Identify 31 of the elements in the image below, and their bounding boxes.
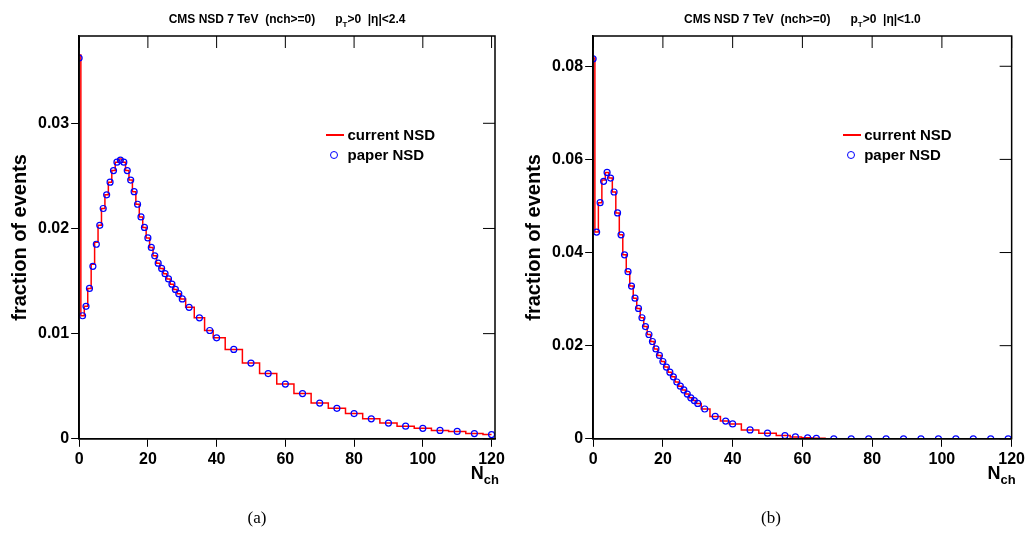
x-tick-label: 80 [345, 449, 364, 467]
x-tick-label: 0 [588, 449, 598, 467]
x-tick-label: 100 [928, 449, 956, 467]
y-axis-title: fraction of events [7, 154, 30, 321]
y-tick-label: 0.06 [552, 149, 584, 167]
x-tick-label: 20 [653, 449, 672, 467]
text: (b) [760, 508, 782, 528]
x-tick-label: 0 [74, 449, 84, 467]
legend-label: paper NSD [864, 144, 941, 165]
legend-label: paper NSD [347, 144, 425, 165]
x-tick-label: 80 [863, 449, 882, 467]
y-tick-label: 0.02 [38, 218, 70, 236]
y-tick-label: 0 [60, 429, 70, 447]
x-tick-label: 60 [276, 449, 295, 467]
legend-label: current NSD [347, 124, 435, 145]
y-tick-label: 0 [574, 429, 584, 447]
x-tick-label: 20 [138, 449, 157, 467]
x-tick-label: 120 [478, 449, 506, 467]
x-tick-label: 40 [723, 449, 742, 467]
x-tick-label: 40 [207, 449, 226, 467]
y-tick-label: 0.01 [38, 324, 70, 342]
y-tick-label: 0.08 [552, 56, 584, 74]
x-tick-label: 100 [409, 449, 437, 467]
y-axis-title: fraction of events [521, 154, 544, 321]
y-tick-label: 0.02 [552, 336, 584, 354]
x-tick-label: 60 [793, 449, 812, 467]
y-tick-label: 0.03 [38, 113, 70, 131]
y-tick-label: 0.04 [552, 242, 584, 260]
x-tick-label: 120 [998, 449, 1026, 467]
text: (a) [246, 508, 268, 528]
legend-label: current NSD [864, 124, 952, 145]
